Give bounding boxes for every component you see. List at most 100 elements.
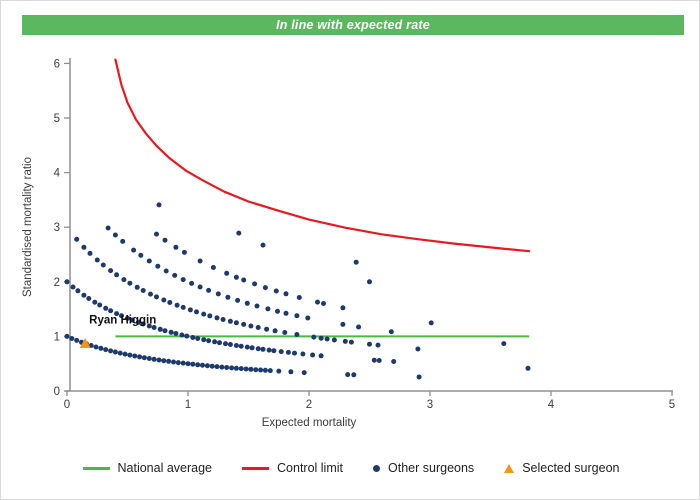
surgeon-dot[interactable] [260,346,266,352]
surgeon-dot[interactable] [190,335,196,340]
surgeon-dot[interactable] [276,368,282,374]
surgeon-dot[interactable] [253,367,259,373]
surgeon-dot[interactable] [64,333,70,339]
surgeon-dot[interactable] [119,313,124,319]
surgeon-dot[interactable] [266,347,272,353]
surgeon-dot[interactable] [235,297,241,303]
surgeon-dot[interactable] [154,231,159,237]
surgeon-dot[interactable] [241,277,247,283]
surgeon-dot[interactable] [74,236,80,242]
surgeon-dot[interactable] [155,263,161,269]
surgeon-dot[interactable] [69,336,75,341]
surgeon-dot[interactable] [214,315,220,321]
surgeon-dot[interactable] [146,356,152,361]
surgeon-dot[interactable] [181,249,187,255]
surgeon-dot[interactable] [428,320,434,326]
surgeon-dot[interactable] [121,277,127,283]
surgeon-dot[interactable] [103,347,109,353]
surgeon-dot[interactable] [103,305,109,311]
surgeon-dot[interactable] [282,330,288,335]
surgeon-dot[interactable] [148,291,153,297]
surgeon-dot[interactable] [93,344,99,350]
surgeon-dot[interactable] [283,291,289,297]
surgeon-dot[interactable] [241,321,247,327]
surgeon-dot[interactable] [127,280,133,286]
surgeon-dot[interactable] [180,360,186,366]
surgeon-dot[interactable] [238,343,244,349]
surgeon-dot[interactable] [206,287,212,293]
surgeon-dot[interactable] [271,348,277,354]
surgeon-dot[interactable] [140,288,146,293]
surgeon-dot[interactable] [376,358,382,363]
surgeon-dot[interactable] [262,367,268,373]
surgeon-dot[interactable] [292,350,297,356]
surgeon-dot[interactable] [283,310,289,316]
surgeon-dot[interactable] [238,366,244,372]
surgeon-dot[interactable] [197,284,203,290]
surgeon-dot[interactable] [415,346,421,352]
surgeon-dot[interactable] [156,202,162,208]
surgeon-dot[interactable] [262,285,268,291]
surgeon-dot[interactable] [233,365,239,371]
surgeon-dot[interactable] [154,294,159,300]
surgeon-dot[interactable] [108,308,114,314]
surgeon-dot[interactable] [248,323,254,329]
surgeon-dot[interactable] [137,354,143,360]
surgeon-dot[interactable] [318,335,324,341]
surgeon-dot[interactable] [108,268,114,274]
surgeon-dot[interactable] [217,340,222,346]
surgeon-dot[interactable] [331,337,337,343]
surgeon-dot[interactable] [214,364,220,370]
surgeon-dot[interactable] [233,274,239,280]
surgeon-dot[interactable] [127,352,133,358]
surgeon-dot[interactable] [161,297,167,303]
surgeon-dot[interactable] [81,244,87,250]
surgeon-dot[interactable] [94,257,100,263]
surgeon-dot[interactable] [342,338,348,344]
surgeon-dot[interactable] [215,291,221,297]
surgeon-dot[interactable] [301,370,307,376]
surgeon-dot[interactable] [348,339,354,345]
surgeon-dot[interactable] [227,318,233,324]
surgeon-dot[interactable] [227,342,233,347]
surgeon-dot[interactable] [146,258,152,264]
surgeon-dot[interactable] [157,326,163,332]
surgeon-dot[interactable] [162,328,168,334]
surgeon-dot[interactable] [125,315,130,321]
surgeon-dot[interactable] [209,363,215,369]
surgeon-dot[interactable] [189,280,195,286]
surgeon-dot[interactable] [356,324,362,330]
surgeon-dot[interactable] [310,352,316,358]
surgeon-dot[interactable] [161,358,167,364]
surgeon-dot[interactable] [120,238,126,244]
selected-surgeon-marker[interactable] [79,337,91,348]
surgeon-dot[interactable] [233,343,239,348]
surgeon-dot[interactable] [288,369,294,375]
surgeon-dot[interactable] [324,336,330,342]
surgeon-dot[interactable] [129,317,135,323]
surgeon-dot[interactable] [114,311,120,317]
surgeon-dot[interactable] [117,350,123,356]
surgeon-dot[interactable] [273,288,279,294]
surgeon-dot[interactable] [112,349,118,355]
surgeon-dot[interactable] [296,295,302,300]
surgeon-dot[interactable] [167,300,173,305]
surgeon-dot[interactable] [220,317,226,322]
surgeon-dot[interactable] [278,349,284,355]
surgeon-dot[interactable] [321,301,326,306]
surgeon-dot[interactable] [248,366,254,372]
surgeon-dot[interactable] [174,302,180,308]
surgeon-dot[interactable] [201,337,207,343]
surgeon-dot[interactable] [345,372,351,378]
surgeon-dot[interactable] [131,247,137,253]
surgeon-dot[interactable] [98,345,104,351]
surgeon-dot[interactable] [340,305,346,311]
surgeon-dot[interactable] [200,362,205,368]
surgeon-dot[interactable] [163,268,169,274]
surgeon-dot[interactable] [353,259,359,265]
surgeon-dot[interactable] [162,237,168,243]
surgeon-dot[interactable] [195,362,201,368]
surgeon-dot[interactable] [375,342,381,348]
surgeon-dot[interactable] [315,299,320,305]
surgeon-dot[interactable] [172,272,178,278]
